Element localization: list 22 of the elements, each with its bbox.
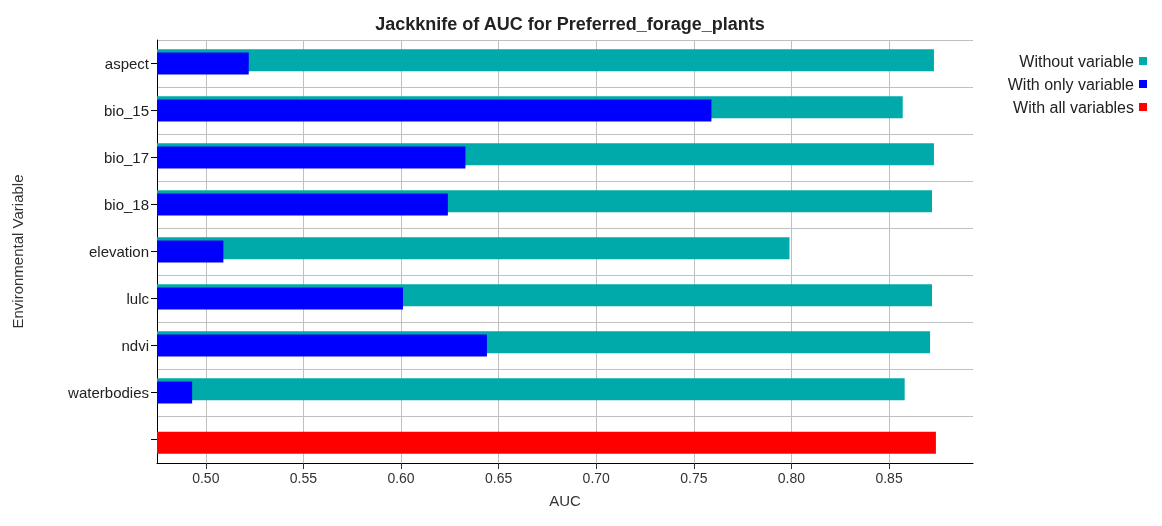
y-tick-label: lulc: [126, 290, 150, 307]
y-tick-label: bio_17: [103, 149, 149, 166]
y-tick-label: elevation: [88, 243, 149, 260]
x-tick-label: 0.50: [192, 470, 220, 486]
legend-label: Without variable: [1019, 52, 1135, 70]
legend-label: With only variable: [1007, 75, 1135, 93]
y-tick-label: aspect: [104, 55, 150, 72]
chart-title: Jackknife of AUC for Preferred_forage_plants: [375, 14, 765, 34]
y-axis-title: Environmental Variable: [9, 174, 26, 329]
x-tick-label: 0.75: [680, 470, 708, 486]
x-tick-label: 0.60: [387, 470, 415, 486]
x-tick-label: 0.55: [289, 470, 318, 486]
x-axis-title: AUC: [549, 492, 581, 509]
y-tick-label: ndvi: [121, 337, 149, 354]
x-tick-label: 0.65: [485, 470, 513, 486]
y-tick-label: waterbodies: [67, 384, 149, 401]
legend-label: With all variables: [1013, 98, 1134, 116]
x-tick-label: 0.85: [875, 470, 903, 486]
y-tick-label: bio_15: [103, 102, 149, 119]
x-tick-label: 0.70: [582, 470, 611, 486]
y-tick-label: bio_18: [103, 196, 149, 213]
x-tick-label: 0.80: [777, 470, 806, 486]
